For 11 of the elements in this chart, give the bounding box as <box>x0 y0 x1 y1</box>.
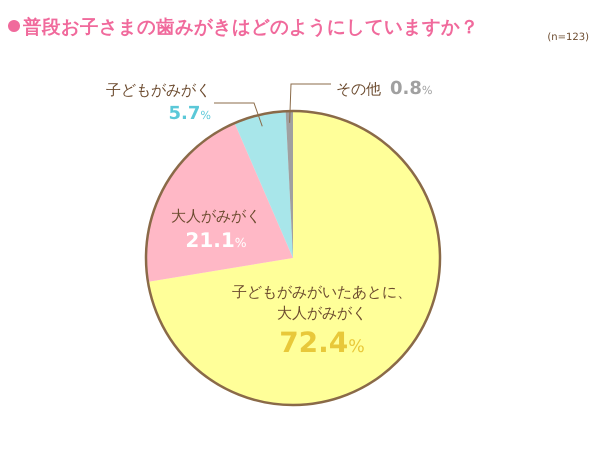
data-label: 5.7% <box>168 103 211 124</box>
slice-label: 子どもがみがく <box>106 81 211 99</box>
pie-slice <box>146 123 293 282</box>
data-label: 72.4% <box>279 326 365 359</box>
data-label: 0.8% <box>390 78 432 99</box>
slice-label: その他 <box>336 80 381 98</box>
text: (n=123) <box>547 32 590 43</box>
slice-label: 子どもがみがいたあとに、大人がみがく <box>232 283 412 322</box>
chart-title: 普段お子さまの歯みがきはどのようにしていますか？ <box>22 16 479 38</box>
data-label: 21.1% <box>185 228 247 252</box>
slice-label: 大人がみがく <box>171 207 261 225</box>
